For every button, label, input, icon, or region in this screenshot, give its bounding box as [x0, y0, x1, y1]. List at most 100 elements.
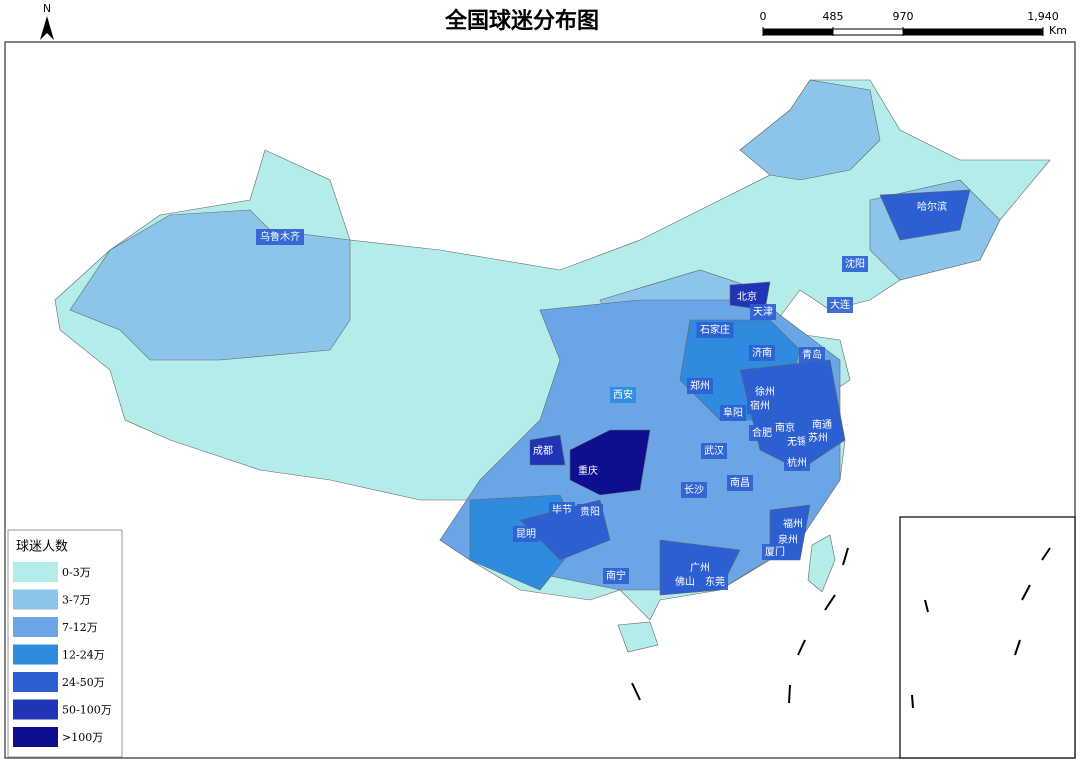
inset-frame [899, 516, 1076, 759]
city-label: 南京 [775, 421, 795, 434]
city-label: 无锡 [787, 435, 807, 448]
city-area [762, 544, 788, 560]
legend-swatch [13, 562, 58, 582]
legend-label: 50-100万 [62, 704, 112, 717]
city-area [530, 443, 556, 459]
city-area [827, 297, 853, 313]
legend-swatch [13, 644, 58, 665]
city-label: 福州 [783, 517, 803, 530]
scale-label: 970 [893, 10, 914, 23]
city-area [750, 304, 776, 320]
scale-label: 485 [823, 10, 844, 23]
region [69, 209, 351, 361]
city-area [603, 568, 629, 584]
legend-swatch [13, 699, 58, 720]
city-area [913, 199, 951, 215]
region [807, 534, 836, 593]
legend-swatch [13, 589, 58, 610]
city-area [784, 455, 810, 471]
scale-unit: Km [1049, 24, 1067, 37]
legend-label: 24-50万 [62, 676, 105, 689]
city-label: 南宁 [606, 569, 626, 582]
region [739, 79, 881, 181]
city-label: 昆明 [516, 528, 536, 540]
legend-label: 3-7万 [62, 594, 91, 607]
city-area [681, 482, 707, 498]
city-area [842, 256, 868, 272]
city-area [727, 475, 753, 491]
city-area [809, 417, 835, 433]
city-label: 重庆 [578, 464, 598, 477]
city-area [577, 504, 603, 520]
city-area [696, 322, 734, 338]
city-area [256, 229, 304, 245]
city-label: 北京 [737, 290, 757, 303]
city-label: 长沙 [684, 484, 704, 496]
legend-label: >100万 [62, 731, 103, 744]
city-label: 哈尔滨 [917, 200, 947, 213]
city-label: 阜阳 [723, 406, 743, 419]
city-area [575, 463, 601, 479]
legend-swatch [13, 727, 58, 747]
legend-swatch [13, 672, 58, 692]
city-label: 南通 [812, 418, 832, 431]
city-area [513, 526, 539, 542]
city-label: 武汉 [704, 444, 724, 457]
city-label: 济南 [752, 346, 772, 359]
city-area [799, 347, 825, 363]
city-label: 徐州 [755, 385, 775, 398]
city-label: 西安 [613, 388, 633, 401]
north-arrow [40, 16, 54, 40]
scale-segment [762, 28, 834, 36]
city-label: 贵阳 [580, 505, 600, 518]
city-label: 合肥 [752, 426, 772, 439]
scale-label: 0 [760, 10, 767, 23]
scale-label: 1,940 [1027, 10, 1059, 23]
city-area [687, 560, 713, 576]
city-label: 郑州 [690, 379, 710, 392]
legend-label: 7-12万 [62, 621, 98, 634]
city-label: 广州 [690, 562, 710, 574]
city-area [772, 420, 798, 436]
city-area [752, 384, 778, 400]
city-label: 宿州 [750, 399, 770, 412]
legend-swatch [13, 617, 58, 637]
regions [54, 79, 1051, 653]
city-label: 苏州 [808, 431, 828, 444]
city-area [702, 574, 728, 590]
city-area [687, 378, 713, 394]
city-area [701, 443, 727, 459]
city-label: 杭州 [787, 456, 807, 469]
legend-label: 0-3万 [62, 566, 91, 579]
city-label: 佛山 [675, 575, 695, 588]
city-label: 东莞 [705, 575, 725, 588]
south-sea-dashes [631, 547, 1051, 709]
legend-title: 球迷人数 [16, 540, 68, 555]
city-label: 大连 [830, 298, 850, 311]
city-label: 南昌 [730, 476, 750, 489]
city-label: 泉州 [778, 533, 798, 546]
city-label: 青岛 [802, 348, 822, 361]
city-area [749, 345, 775, 361]
city-label: 乌鲁木齐 [260, 230, 300, 243]
city-area [720, 405, 746, 421]
city-area [610, 387, 636, 403]
city-label: 厦门 [765, 545, 785, 558]
city-area [749, 425, 775, 441]
city-area [672, 574, 698, 590]
city-area [549, 502, 575, 518]
city-area [784, 434, 810, 450]
city-label: 石家庄 [700, 323, 730, 336]
map-title: 全国球迷分布图 [444, 8, 599, 34]
north-label: N [43, 2, 51, 15]
region [617, 621, 659, 653]
city-label: 沈阳 [845, 257, 865, 270]
legend-label: 12-24万 [62, 649, 105, 662]
city-area [780, 516, 806, 532]
scale-segment [832, 28, 904, 36]
city-label: 成都 [533, 445, 553, 457]
city-label: 天津 [753, 306, 773, 318]
city-area [747, 398, 773, 414]
city-area [805, 430, 831, 446]
